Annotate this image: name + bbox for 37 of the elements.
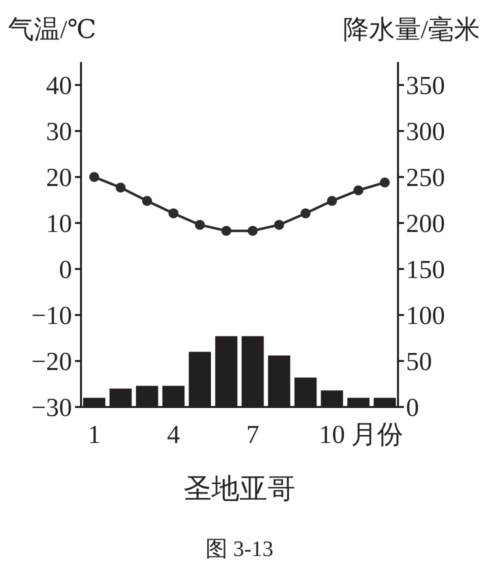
y-tick-label: 30 [46, 117, 72, 146]
y-tick-label: 40 [46, 71, 72, 100]
y2-tick-label: 200 [406, 209, 445, 238]
y2-tick-label: 250 [406, 163, 445, 192]
y-tick-label: 20 [46, 163, 72, 192]
y-tick-label: −20 [31, 347, 72, 376]
y2-tick-label: 50 [406, 347, 432, 376]
y2-axis-title: 降水量/毫米 [342, 15, 480, 44]
y2-tick-label: 350 [406, 71, 445, 100]
y-tick-label: 0 [59, 255, 72, 284]
y2-tick-label: 0 [406, 393, 419, 422]
y-axis-title: 气温/℃ [8, 15, 96, 44]
point [89, 172, 100, 182]
point [194, 220, 205, 230]
point [380, 178, 390, 188]
point [300, 208, 311, 218]
y-tick-label: −30 [31, 393, 72, 422]
x-tick-label: 10 [318, 420, 345, 449]
point [248, 226, 258, 236]
point [142, 196, 152, 206]
point [168, 208, 178, 218]
caption: 图 3-13 [206, 536, 274, 561]
y2-tick-label: 150 [406, 255, 445, 284]
point [274, 220, 284, 230]
text: 圣地亚哥 [184, 474, 296, 505]
x-tick-label: 7 [246, 420, 260, 449]
y2-tick-label: 100 [406, 301, 445, 330]
point [326, 196, 337, 206]
x-tick-label: 1 [88, 420, 101, 449]
point [221, 226, 232, 236]
y-tick-label: −10 [31, 301, 72, 330]
x-tick-label: 4 [166, 420, 180, 449]
point [116, 182, 126, 193]
x-axis-title: 月份 [350, 420, 403, 449]
y2-tick-label: 300 [406, 117, 445, 146]
y-tick-label: 10 [46, 209, 72, 238]
point [353, 185, 364, 196]
